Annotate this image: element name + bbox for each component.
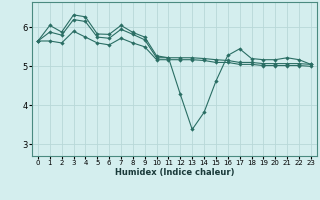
X-axis label: Humidex (Indice chaleur): Humidex (Indice chaleur): [115, 168, 234, 177]
